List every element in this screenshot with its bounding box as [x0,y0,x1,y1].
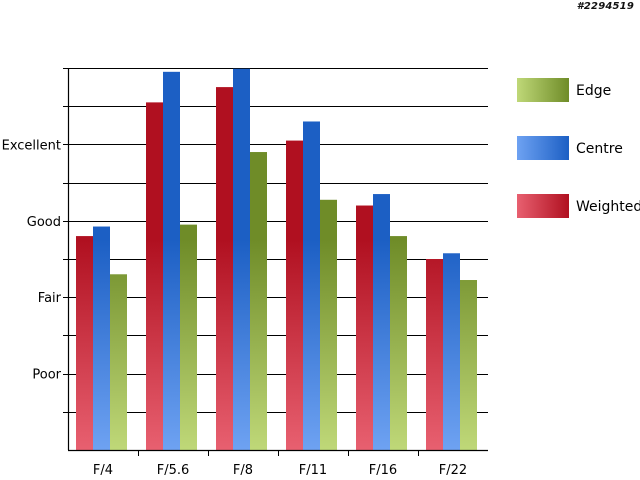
bar-centre-f-11 [303,121,320,450]
bar-edge-f-5-6 [180,224,197,450]
bar-weighted-f-5-6 [146,102,163,450]
axes [63,68,488,456]
bar-edge-f-16 [390,236,407,450]
bar-centre-f-16 [373,194,390,450]
bar-centre-f-4 [93,226,110,450]
x-tick-label-f-11: F/11 [299,463,327,478]
bar-weighted-f-11 [286,140,303,450]
grid-lines [68,68,488,413]
bar-centre-f-8 [233,68,250,450]
y-tick-labels: Poor Fair Good Excellent [2,138,62,382]
bar-centre-f-5-6 [163,71,180,450]
legend-swatch-edge [517,78,569,102]
y-tick-label-poor: Poor [32,368,61,383]
bar-edge-f-22 [460,280,477,450]
x-tick-label-f-22: F/22 [439,463,467,478]
legend-swatch-weighted [517,194,569,218]
bar-weighted-f-4 [76,236,93,450]
bars [76,68,477,451]
bar-edge-f-8 [250,152,267,451]
bar-weighted-f-22 [426,259,443,450]
y-tick-label-good: Good [27,215,61,230]
x-tick-label-f-4: F/4 [93,463,113,478]
bar-edge-f-11 [320,199,337,450]
x-tick-label-f-8: F/8 [233,463,253,478]
x-tick-label-f-5-6: F/5.6 [157,463,190,478]
legend-label-centre: Centre [576,141,623,157]
bar-centre-f-22 [443,253,460,450]
bar-weighted-f-16 [356,205,373,450]
y-tick-label-excellent: Excellent [2,138,61,153]
bar-edge-f-4 [110,274,127,450]
x-tick-labels: F/4 F/5.6 F/8 F/11 F/16 F/22 [93,463,467,478]
bar-weighted-f-8 [216,87,233,450]
legend-swatch-centre [517,136,569,160]
legend: Edge Centre Weighted [517,78,640,218]
x-tick-label-f-16: F/16 [369,463,397,478]
watermark-id: #2294519 [576,1,634,12]
y-tick-label-fair: Fair [38,291,62,306]
legend-label-weighted: Weighted [576,199,640,215]
legend-label-edge: Edge [576,83,611,99]
